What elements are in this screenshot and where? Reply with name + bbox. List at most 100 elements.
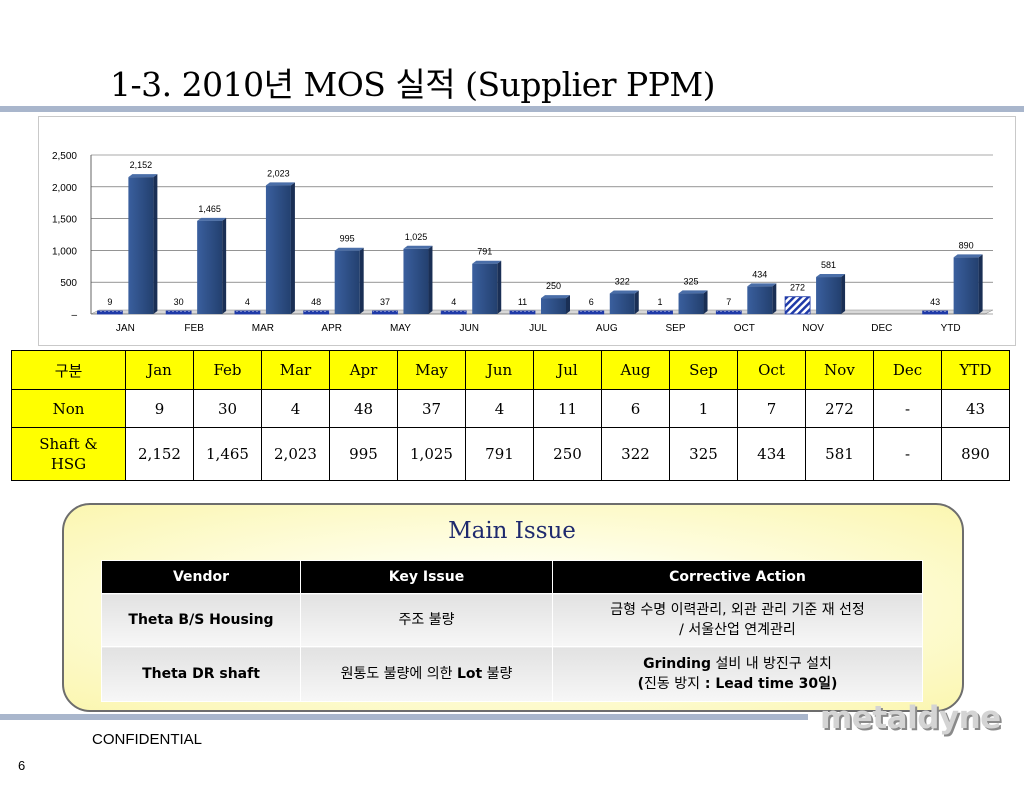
- x-tick-label: JUN: [460, 323, 479, 334]
- bar-shaft-hsg: [678, 293, 704, 314]
- table-cell: 434: [737, 427, 806, 481]
- title-underline-bar: [0, 106, 1024, 112]
- table-header-cell: Sep: [669, 350, 738, 390]
- bar-shaft-side: [153, 174, 158, 314]
- data-label-shaft-hsg: 995: [340, 234, 355, 244]
- bar-shaft-top: [403, 245, 433, 249]
- issue-text: 원통도 불량에 의한: [340, 666, 457, 682]
- chart-frame: – 500 1,000 1,500 2,000 2,500 JAN FEB MAR APR MAY J…: [38, 116, 1016, 346]
- table-cell: 890: [941, 427, 1010, 481]
- bar-shaft-side: [290, 182, 295, 314]
- issue-row: Theta B/S Housing 주조 불량 금형 수명 이력관리, 외관 관…: [101, 593, 923, 647]
- bar-shaft-top: [609, 290, 639, 294]
- bar-non: [922, 310, 949, 315]
- bar-shaft-side: [772, 283, 777, 314]
- action-text-bold: Grinding: [643, 656, 712, 672]
- table-cell: 581: [805, 427, 874, 481]
- data-label-shaft-hsg: 434: [752, 269, 767, 279]
- y-tick-label: 500: [60, 278, 77, 289]
- bar-non: [165, 310, 192, 315]
- issue-table: Vendor Key Issue Corrective Action Theta…: [101, 560, 923, 702]
- data-label-non: 7: [726, 297, 731, 307]
- bar-non: [96, 310, 123, 315]
- bar-chart: – 500 1,000 1,500 2,000 2,500 JAN FEB MAR APR MAY J…: [52, 151, 994, 334]
- x-tick-label: JAN: [116, 323, 135, 334]
- table-row-non: Non 9 30 4 48 37 4 11 6 1 7 272 - 43: [11, 389, 1010, 428]
- data-label-non: 4: [245, 297, 250, 307]
- action-text-bold: (: [637, 676, 645, 692]
- bar-shaft-top: [678, 290, 708, 294]
- x-tick-label: AUG: [596, 323, 618, 334]
- table-cell: 1,025: [397, 427, 466, 481]
- table-header-cell: Feb: [193, 350, 262, 390]
- issue-header-cell: Key Issue: [300, 560, 553, 594]
- data-label-shaft-hsg: 1,465: [198, 204, 221, 214]
- logo-wordmark: metaldyne: [822, 702, 1003, 738]
- bar-non: [372, 310, 398, 315]
- bar-non: [509, 310, 536, 315]
- data-label-non: 1: [658, 297, 663, 307]
- table-cell: 2,152: [125, 427, 194, 481]
- vendor-cell: Theta B/S Housing: [101, 593, 301, 647]
- data-label-shaft-hsg: 581: [821, 260, 836, 270]
- action-text-bold: 일): [818, 676, 838, 692]
- action-text: 진동 방지: [644, 676, 701, 692]
- bar-non: [303, 310, 330, 315]
- bar-shaft-top: [953, 254, 983, 258]
- issue-header-row: Vendor Key Issue Corrective Action: [101, 560, 923, 594]
- table-cell: 11: [533, 389, 602, 428]
- issue-header-cell: Corrective Action: [552, 560, 923, 594]
- table-cell: -: [873, 389, 942, 428]
- data-table: 구분 Jan Feb Mar Apr May Jun Jul Aug Sep O…: [11, 350, 1010, 481]
- data-label-non: 272: [790, 283, 805, 293]
- bar-shaft-side: [634, 290, 639, 314]
- data-label-shaft-hsg: 2,023: [267, 168, 290, 178]
- bar-shaft-side: [359, 247, 364, 314]
- table-header-cell: May: [397, 350, 466, 390]
- confidential-label: CONFIDENTIAL: [92, 731, 203, 748]
- x-tick-label: NOV: [802, 323, 824, 334]
- table-header-cell: Jul: [533, 350, 602, 390]
- data-label-shaft-hsg: 250: [546, 281, 561, 291]
- data-label-shaft-hsg: 325: [684, 276, 699, 286]
- bar-shaft-hsg: [953, 257, 979, 314]
- y-tick-label: 1,000: [52, 246, 77, 257]
- table-cell: -: [873, 427, 942, 481]
- row-label: Shaft & HSG: [11, 427, 126, 481]
- table-cell: 1,465: [193, 427, 262, 481]
- table-cell: 995: [329, 427, 398, 481]
- x-tick-label: YTD: [941, 323, 961, 334]
- table-cell: 48: [329, 389, 398, 428]
- bar-shaft-side: [703, 290, 708, 314]
- x-tick-label: FEB: [184, 323, 204, 334]
- bar-shaft-hsg: [609, 293, 635, 314]
- table-row-shaft-hsg: Shaft & HSG 2,152 1,465 2,023 995 1,025 7…: [11, 427, 1010, 481]
- table-cell: 272: [805, 389, 874, 428]
- page-title: 1-3. 2010년 MOS 실적 (Supplier PPM): [110, 65, 716, 104]
- bar-shaft-side: [428, 245, 433, 314]
- x-tick-label: SEP: [666, 323, 686, 334]
- y-tick-label: 2,500: [52, 151, 77, 162]
- footer-bar: [0, 714, 808, 720]
- data-label-shaft-hsg: 890: [959, 240, 974, 250]
- table-cell: 37: [397, 389, 466, 428]
- bar-shaft-top: [816, 274, 846, 278]
- table-header-cell: YTD: [941, 350, 1010, 390]
- issue-row: Theta DR shaft 원통도 불량에 의한 Lot 불량 Grindin…: [101, 646, 923, 702]
- corrective-action-cell: Grinding 설비 내 방진구 설치 (진동 방지 : Lead time 3…: [552, 646, 923, 702]
- table-cell: 4: [261, 389, 330, 428]
- bar-shaft-top: [747, 283, 777, 287]
- issue-text-bold: Lot: [456, 666, 483, 682]
- table-header-cell: Aug: [601, 350, 670, 390]
- action-line: 금형 수명 이력관리, 외관 관리 기준 재 선정: [610, 602, 865, 618]
- x-tick-label: OCT: [734, 323, 755, 334]
- issue-header-cell: Vendor: [101, 560, 301, 594]
- table-cell: 1: [669, 389, 738, 428]
- bar-shaft-top: [128, 174, 158, 178]
- data-label-shaft-hsg: 2,152: [130, 160, 153, 170]
- table-header-cell: Mar: [261, 350, 330, 390]
- bar-shaft-hsg: [816, 277, 842, 314]
- bar-shaft-top: [541, 295, 570, 299]
- x-tick-label: JUL: [529, 323, 547, 334]
- x-tick-label: MAY: [390, 323, 411, 334]
